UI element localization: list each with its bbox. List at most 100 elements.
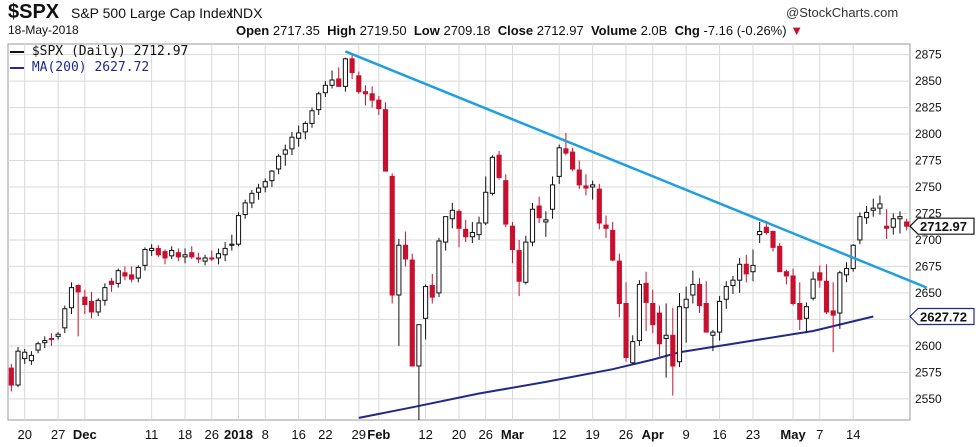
candle-body xyxy=(823,280,830,313)
x-tick-label: 29 xyxy=(352,427,366,442)
candle-body xyxy=(843,268,850,276)
candle-body xyxy=(449,209,455,220)
x-tick-label: 26 xyxy=(205,427,219,442)
candle-body xyxy=(717,300,723,333)
candle-body xyxy=(583,185,589,189)
x-tick-label: 23 xyxy=(746,427,760,442)
trendline xyxy=(344,50,928,289)
candle-body xyxy=(857,216,863,241)
candle-body xyxy=(322,84,328,94)
candle-body xyxy=(610,229,616,261)
high-value: 2719.50 xyxy=(359,23,407,38)
candle-body xyxy=(737,263,743,281)
candle-body xyxy=(757,230,763,236)
x-tick-label: 16 xyxy=(712,427,726,442)
candle-body xyxy=(229,243,235,246)
candle-body xyxy=(810,278,816,299)
candle-body xyxy=(783,271,789,277)
y-tick-label: 2600 xyxy=(915,339,942,353)
candle-body xyxy=(276,155,282,170)
candle-body xyxy=(817,272,823,281)
candle-body xyxy=(209,257,215,260)
x-tick-label: 19 xyxy=(585,427,599,442)
candle-body xyxy=(235,215,242,245)
candle-body xyxy=(88,300,95,313)
legend-price: $SPX (Daily) 2712.97 xyxy=(10,44,188,59)
candle-body xyxy=(563,148,569,154)
x-tick-label: Apr xyxy=(642,427,664,442)
candle-body xyxy=(82,296,88,306)
candle-body xyxy=(22,351,28,360)
ohlc-readout: Open 2717.35 High 2719.50 Low 2709.18 Cl… xyxy=(236,23,803,38)
open-value: 2717.35 xyxy=(272,23,320,38)
candle-body xyxy=(269,170,275,182)
candle-body xyxy=(897,216,903,220)
candle-body xyxy=(763,226,769,234)
down-arrow-icon: ▼ xyxy=(790,23,804,38)
y-tick-label: 2750 xyxy=(915,180,942,194)
candle-body xyxy=(650,302,656,326)
candle-body xyxy=(837,272,843,314)
candle-body xyxy=(543,219,549,223)
candle-body xyxy=(142,248,148,266)
candle-body xyxy=(443,216,449,243)
candle-body xyxy=(255,187,262,193)
candle-body xyxy=(463,228,469,238)
x-tick-label: 26 xyxy=(619,427,633,442)
candle-body xyxy=(730,279,736,286)
volume-label: Volume xyxy=(590,23,637,38)
candle-body xyxy=(489,156,495,194)
candle-body xyxy=(803,306,810,319)
x-tick-label: 2018 xyxy=(224,427,253,442)
y-tick-label: 2725 xyxy=(915,206,942,220)
x-tick-label: Dec xyxy=(73,427,97,442)
y-tick-label: 2575 xyxy=(915,365,942,379)
y-tick-label: 2825 xyxy=(915,101,942,115)
high-label: High xyxy=(327,23,356,38)
candle-body xyxy=(536,205,542,219)
candle-body xyxy=(242,202,248,216)
candle-body xyxy=(549,184,556,210)
candle-body xyxy=(15,350,21,386)
chg-label: Chg xyxy=(674,23,700,38)
x-tick-label: 20 xyxy=(17,427,31,442)
candle-body xyxy=(877,203,883,209)
candle-body xyxy=(68,287,75,309)
candle-body xyxy=(169,250,175,257)
candle-body xyxy=(630,341,636,364)
candle-body xyxy=(122,272,128,277)
brand-logo[interactable]: @StockCharts.com xyxy=(786,5,899,20)
candle-body xyxy=(656,312,663,345)
candle-body xyxy=(690,283,696,296)
candle-body xyxy=(469,232,475,238)
x-tick-label: 18 xyxy=(178,427,192,442)
candle-body xyxy=(42,340,48,344)
legend-ma-swatch xyxy=(10,66,24,69)
y-tick-label: 2875 xyxy=(915,48,942,62)
candle-body xyxy=(28,354,34,362)
candle-body xyxy=(476,222,482,236)
quote-date: 18-May-2018 xyxy=(8,23,79,37)
x-tick-label: Mar xyxy=(501,427,524,442)
low-value: 2709.18 xyxy=(443,23,491,38)
candle-body xyxy=(483,191,489,224)
candle-body xyxy=(556,147,562,177)
x-tick-label: 12 xyxy=(552,427,566,442)
candle-body xyxy=(496,154,502,178)
candle-body xyxy=(696,283,703,307)
candle-body xyxy=(362,91,369,95)
chg-value: -7.16 (-0.26%) xyxy=(703,23,787,38)
x-tick-label: 7 xyxy=(816,427,823,442)
legend-ma: MA(200) 2627.72 xyxy=(10,60,149,75)
ma200-line xyxy=(358,315,874,419)
candle-body xyxy=(529,208,536,243)
candle-body xyxy=(155,247,161,256)
x-tick-label: Feb xyxy=(367,427,390,442)
candle-body xyxy=(35,343,41,351)
candle-body xyxy=(663,334,669,339)
candle-body xyxy=(48,337,55,341)
candle-body xyxy=(8,367,14,386)
ticker-symbol: $SPX xyxy=(8,1,60,23)
candle-body xyxy=(797,302,803,320)
